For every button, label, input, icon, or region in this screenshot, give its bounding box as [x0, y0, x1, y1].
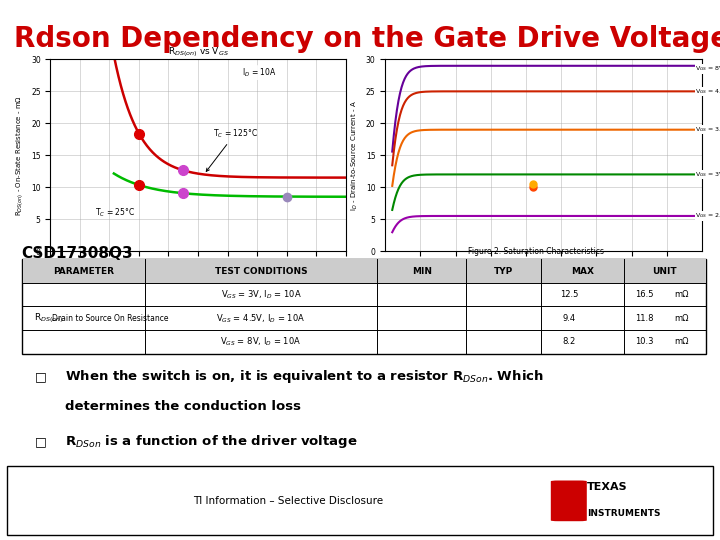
Text: 10.3: 10.3	[635, 338, 653, 346]
Text: 12.5: 12.5	[559, 290, 578, 299]
Text: □: □	[35, 435, 47, 448]
Text: mΩ: mΩ	[675, 314, 689, 323]
Text: I$_D$ = 10A: I$_D$ = 10A	[242, 66, 277, 79]
Text: PARAMETER: PARAMETER	[53, 267, 114, 275]
Text: V$_{GS}$ = 8V: V$_{GS}$ = 8V	[695, 65, 720, 73]
Text: T$_C$ = 125°C: T$_C$ = 125°C	[206, 127, 258, 171]
Text: V$_{GS}$ = 2.5V: V$_{GS}$ = 2.5V	[695, 212, 720, 220]
Text: Drain to Source On Resistance: Drain to Source On Resistance	[53, 314, 168, 323]
Text: TEST CONDITIONS: TEST CONDITIONS	[215, 267, 307, 275]
Text: R$_{DS on}$ is a function of the driver voltage: R$_{DS on}$ is a function of the driver …	[65, 433, 357, 450]
Text: V$_{GS}$ = 4.5V: V$_{GS}$ = 4.5V	[695, 87, 720, 96]
Text: Rdson Dependency on the Gate Drive Voltage: Rdson Dependency on the Gate Drive Volta…	[14, 25, 720, 53]
X-axis label: V$_{GS}$  Gate to Source Voltage   V: V$_{GS}$ Gate to Source Voltage V	[138, 275, 258, 288]
Text: R$_{DS(on)}$: R$_{DS(on)}$	[35, 312, 63, 325]
Text: □: □	[35, 370, 47, 383]
Text: TYP: TYP	[494, 267, 513, 275]
Text: mΩ: mΩ	[675, 338, 689, 346]
Text: When the switch is on, it is equivalent to a resistor R$_{DS on}$. Which: When the switch is on, it is equivalent …	[65, 368, 544, 385]
Text: V$_{GS}$ = 8V, I$_D$ = 10A: V$_{GS}$ = 8V, I$_D$ = 10A	[220, 336, 302, 348]
Text: TEXAS: TEXAS	[587, 482, 627, 492]
Bar	[22, 259, 706, 283]
Text: 9.4: 9.4	[562, 314, 575, 323]
Text: 11.8: 11.8	[635, 314, 653, 323]
Text: T$_C$ = 25°C: T$_C$ = 25°C	[95, 207, 135, 219]
Text: V$_{GS}$ = 3.5V: V$_{GS}$ = 3.5V	[695, 125, 720, 134]
Text: INSTRUMENTS: INSTRUMENTS	[587, 509, 660, 518]
Text: MAX: MAX	[571, 267, 594, 275]
Y-axis label: R$_{DS(on)}$ - On-State Resistance - mΩ: R$_{DS(on)}$ - On-State Resistance - mΩ	[14, 94, 25, 216]
Text: MIN: MIN	[412, 267, 432, 275]
Bar	[7, 467, 713, 535]
X-axis label: V$_{DS}$ - Drain-to-Source Voltage - V: V$_{DS}$ - Drain-to-Source Voltage - V	[485, 275, 602, 286]
FancyBboxPatch shape	[551, 481, 587, 521]
Text: UNIT: UNIT	[652, 267, 677, 275]
Text: 8.2: 8.2	[562, 338, 575, 346]
Title: R$_{DS(on)}$ vs V$_{GS}$: R$_{DS(on)}$ vs V$_{GS}$	[168, 45, 228, 59]
Text: V$_{GS}$ = 3V, I$_D$ = 10A: V$_{GS}$ = 3V, I$_D$ = 10A	[220, 288, 302, 301]
Text: TI Information – Selective Disclosure: TI Information – Selective Disclosure	[193, 496, 383, 506]
Text: Figure 2. Saturation Characteristics: Figure 2. Saturation Characteristics	[469, 247, 604, 256]
Text: determines the conduction loss: determines the conduction loss	[65, 400, 301, 413]
Text: V$_{GS}$ = 4.5V, I$_D$ = 10A: V$_{GS}$ = 4.5V, I$_D$ = 10A	[217, 312, 305, 325]
Text: mΩ: mΩ	[675, 290, 689, 299]
Text: 16.5: 16.5	[635, 290, 653, 299]
Y-axis label: I$_D$ - Drain-to-Source Current - A: I$_D$ - Drain-to-Source Current - A	[350, 100, 360, 211]
Text: CSD17308Q3: CSD17308Q3	[22, 246, 133, 261]
Text: V$_{GS}$ = 3V: V$_{GS}$ = 3V	[695, 170, 720, 179]
